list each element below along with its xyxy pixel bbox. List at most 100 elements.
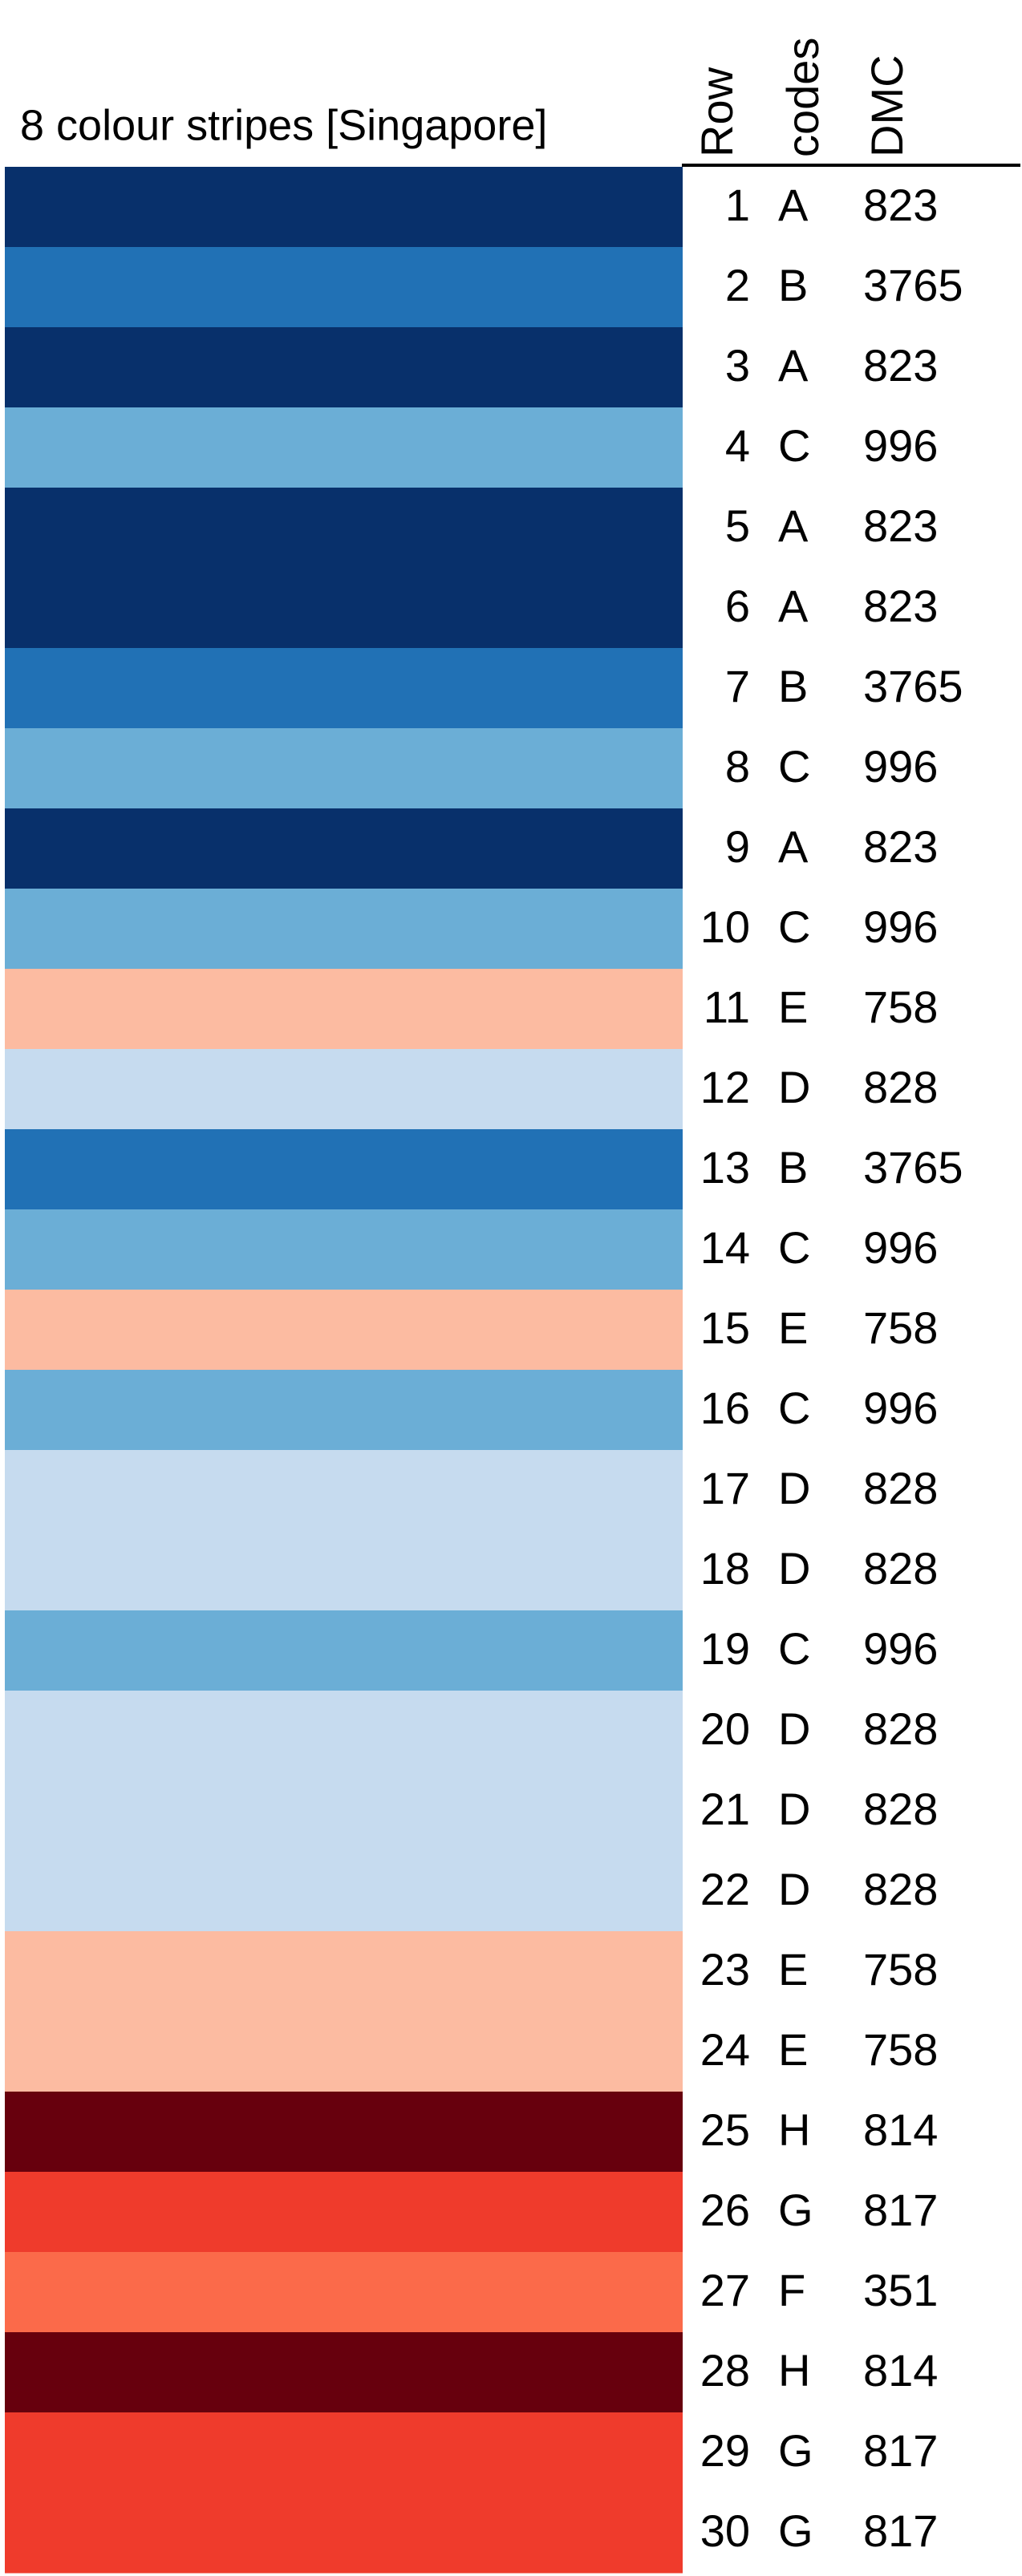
row-number: 2: [725, 260, 750, 310]
code: C: [778, 1623, 810, 1674]
stripe: [5, 889, 683, 970]
row-number: 20: [700, 1703, 750, 1754]
code: E: [778, 2024, 808, 2075]
dmc: 828: [863, 1543, 938, 1594]
row-number: 9: [725, 821, 750, 872]
dmc: 996: [863, 1222, 938, 1273]
code: D: [778, 1864, 810, 1914]
column-header: codes: [777, 38, 828, 157]
stripe: [5, 407, 683, 488]
row-number: 22: [700, 1864, 750, 1914]
row-number: 24: [700, 2024, 750, 2075]
code: A: [778, 821, 809, 872]
code: D: [778, 1062, 810, 1112]
dmc: 3765: [863, 661, 963, 711]
dmc: 828: [863, 1864, 938, 1914]
dmc: 758: [863, 1302, 938, 1353]
stripe: [5, 1209, 683, 1290]
code: D: [778, 1543, 810, 1594]
column-header: DMC: [862, 55, 912, 157]
dmc: 823: [863, 581, 938, 631]
dmc: 817: [863, 2505, 938, 2556]
code: E: [778, 982, 808, 1032]
row-number: 23: [700, 1944, 750, 1995]
code: D: [778, 1703, 810, 1754]
row-number: 7: [725, 661, 750, 711]
dmc: 828: [863, 1062, 938, 1112]
dmc: 828: [863, 1463, 938, 1513]
stripe: [5, 1931, 683, 2012]
dmc: 823: [863, 500, 938, 551]
code: G: [778, 2185, 813, 2235]
row-number: 17: [700, 1463, 750, 1513]
dmc: 817: [863, 2185, 938, 2235]
code: C: [778, 1222, 810, 1273]
row-number: 21: [700, 1784, 750, 1834]
stripe: [5, 2092, 683, 2173]
dmc: 758: [863, 1944, 938, 1995]
row-number: 12: [700, 1062, 750, 1112]
row-number: 25: [700, 2104, 750, 2155]
code: H: [778, 2345, 810, 2396]
code: A: [778, 581, 809, 631]
row-number: 14: [700, 1222, 750, 1273]
stripe: [5, 2252, 683, 2333]
row-number: 3: [725, 340, 750, 391]
stripe: [5, 2332, 683, 2413]
stripe: [5, 1450, 683, 1531]
code: E: [778, 1302, 808, 1353]
stripe: [5, 247, 683, 328]
code: C: [778, 1383, 810, 1433]
dmc: 817: [863, 2425, 938, 2476]
code: E: [778, 1944, 808, 1995]
dmc: 996: [863, 741, 938, 792]
row-number: 26: [700, 2185, 750, 2235]
row-number: 11: [704, 982, 750, 1032]
row-number: 4: [725, 420, 750, 471]
dmc: 828: [863, 1784, 938, 1834]
column-header: Row: [691, 67, 742, 157]
stripe: [5, 2172, 683, 2253]
row-number: 16: [700, 1383, 750, 1433]
dmc: 814: [863, 2104, 938, 2155]
dmc: 996: [863, 901, 938, 952]
dmc: 3765: [863, 260, 963, 310]
stripe: [5, 1771, 683, 1852]
dmc: 758: [863, 2024, 938, 2075]
stripe: [5, 728, 683, 809]
stripe: [5, 2493, 683, 2574]
code: C: [778, 901, 810, 952]
row-number: 19: [700, 1623, 750, 1674]
dmc: 996: [863, 420, 938, 471]
dmc: 814: [863, 2345, 938, 2396]
stripe: [5, 969, 683, 1050]
row-number: 29: [700, 2425, 750, 2476]
code: A: [778, 180, 809, 230]
stripe: [5, 568, 683, 649]
stripe: [5, 808, 683, 889]
dmc: 996: [863, 1623, 938, 1674]
dmc: 3765: [863, 1142, 963, 1193]
row-number: 13: [700, 1142, 750, 1193]
stripe: [5, 2011, 683, 2092]
row-number: 30: [700, 2505, 750, 2556]
dmc: 351: [863, 2265, 938, 2315]
dmc: 758: [863, 982, 938, 1032]
stripe: [5, 327, 683, 408]
dmc: 823: [863, 340, 938, 391]
title: 8 colour stripes [Singapore]: [20, 101, 547, 149]
stripe: [5, 1049, 683, 1130]
code: F: [778, 2265, 805, 2315]
stripe: [5, 1851, 683, 1932]
row-number: 10: [700, 901, 750, 952]
row-number: 5: [725, 500, 750, 551]
row-number: 8: [725, 741, 750, 792]
code: D: [778, 1463, 810, 1513]
code: A: [778, 340, 809, 391]
code: C: [778, 741, 810, 792]
row-number: 18: [700, 1543, 750, 1594]
row-number: 1: [725, 180, 750, 230]
code: G: [778, 2505, 813, 2556]
stripe: [5, 2412, 683, 2493]
